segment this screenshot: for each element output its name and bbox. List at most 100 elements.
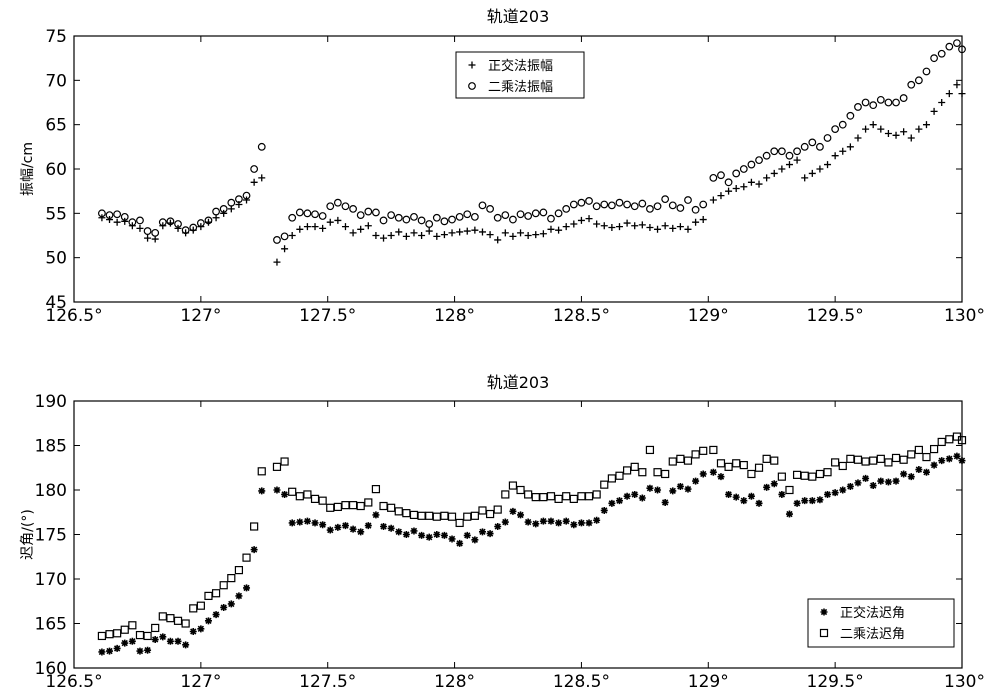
data-point xyxy=(410,527,418,535)
data-point xyxy=(937,49,946,58)
data-point xyxy=(861,98,870,107)
data-point xyxy=(501,211,510,220)
series-square xyxy=(97,432,967,641)
data-point xyxy=(97,631,107,641)
data-point xyxy=(554,494,563,503)
data-point xyxy=(173,616,183,625)
data-point xyxy=(607,474,616,483)
x-tick-label: 129.5° xyxy=(807,306,864,326)
data-point xyxy=(668,457,677,466)
data-point xyxy=(273,236,281,244)
data-point xyxy=(387,524,395,532)
data-point xyxy=(958,457,966,465)
chart-title: 轨道203 xyxy=(487,7,550,26)
data-point xyxy=(174,637,182,645)
data-point xyxy=(676,454,685,463)
x-tick-label: 126.5° xyxy=(45,306,102,326)
data-point xyxy=(562,492,571,501)
data-point xyxy=(831,458,840,467)
y-tick-label: 185 xyxy=(35,437,67,457)
data-point xyxy=(922,121,930,129)
data-point xyxy=(585,197,593,205)
data-point xyxy=(539,208,548,217)
data-point xyxy=(793,499,801,507)
data-point xyxy=(699,470,707,478)
data-point xyxy=(958,90,966,98)
data-point xyxy=(570,521,578,529)
y-tick-label: 180 xyxy=(35,481,67,501)
data-point xyxy=(486,231,494,239)
data-point xyxy=(709,445,718,455)
data-point xyxy=(501,490,510,499)
data-point xyxy=(600,222,608,230)
data-point xyxy=(120,625,129,634)
data-point xyxy=(120,212,129,221)
data-point xyxy=(395,528,403,536)
data-point xyxy=(379,501,388,511)
data-point xyxy=(455,212,464,221)
data-point xyxy=(517,229,525,237)
data-point xyxy=(174,220,182,228)
data-point xyxy=(691,205,700,214)
legend-box xyxy=(807,598,955,648)
data-point xyxy=(732,493,740,501)
data-point xyxy=(854,103,862,111)
data-point xyxy=(732,185,740,193)
data-point xyxy=(653,468,662,477)
data-point xyxy=(945,435,954,444)
data-point xyxy=(364,207,373,216)
data-point xyxy=(182,641,190,649)
data-point xyxy=(937,437,946,447)
data-point xyxy=(136,647,144,655)
data-point xyxy=(861,457,870,466)
data-point xyxy=(930,461,938,469)
data-point xyxy=(470,212,479,221)
data-point xyxy=(816,142,824,151)
data-point xyxy=(676,482,684,490)
data-point xyxy=(853,455,863,464)
data-point xyxy=(645,445,655,455)
y-tick-label: 70 xyxy=(45,71,67,91)
data-point xyxy=(136,224,144,232)
data-point xyxy=(683,456,693,465)
data-point xyxy=(341,522,349,530)
data-point xyxy=(615,497,623,505)
data-point xyxy=(273,258,281,266)
data-point xyxy=(747,160,756,169)
data-point xyxy=(326,218,334,226)
data-point xyxy=(570,220,578,228)
data-point xyxy=(569,494,578,503)
data-point xyxy=(106,216,114,224)
y-tick-label: 55 xyxy=(45,204,67,224)
data-point xyxy=(577,492,586,501)
data-point xyxy=(326,526,334,534)
data-point xyxy=(334,216,342,224)
data-point xyxy=(334,523,342,531)
data-point xyxy=(448,229,456,237)
data-point xyxy=(227,574,236,583)
data-point xyxy=(341,223,349,231)
data-point xyxy=(456,539,464,547)
data-point xyxy=(945,42,954,51)
data-point xyxy=(478,528,486,536)
data-point xyxy=(562,517,570,525)
data-point xyxy=(930,54,938,63)
data-point xyxy=(402,215,411,224)
data-point xyxy=(953,452,961,460)
y-axis-label: 振幅/cm xyxy=(20,142,36,196)
y-tick-label: 65 xyxy=(45,116,67,136)
data-point xyxy=(333,502,342,512)
data-point xyxy=(242,553,251,562)
data-point xyxy=(509,215,517,224)
x-tick-label: 128° xyxy=(434,672,475,692)
data-point xyxy=(281,490,289,498)
data-point xyxy=(409,510,419,520)
data-point xyxy=(219,204,228,213)
data-point xyxy=(243,584,251,592)
data-point xyxy=(440,511,449,520)
data-point xyxy=(623,219,631,227)
data-point xyxy=(113,629,122,638)
data-point xyxy=(517,511,525,519)
data-point xyxy=(709,173,718,182)
x-tick-label: 130° E xyxy=(944,672,992,692)
